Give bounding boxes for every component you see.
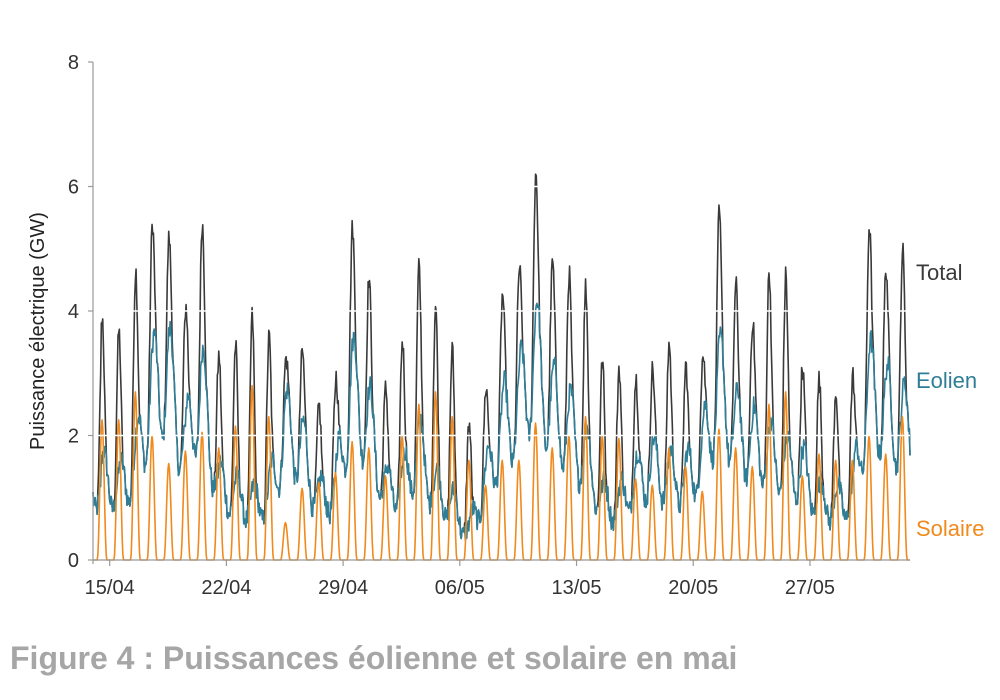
axis-layer [88, 61, 910, 566]
series-layer [92, 173, 911, 561]
x-tick-label: 29/04 [318, 577, 368, 599]
y-tick-label: 4 [68, 301, 79, 323]
y-tick-label: 0 [68, 550, 79, 572]
x-tick-label: 20/05 [668, 577, 718, 599]
y-axis-title: Puissance électrique (GW) [27, 212, 49, 450]
y-tick-label: 8 [68, 52, 79, 74]
x-tick-label: 06/05 [435, 577, 485, 599]
series-label-solaire: Solaire [916, 516, 984, 541]
series-label-total: Total [916, 260, 962, 285]
x-tick-label: 15/04 [85, 577, 135, 599]
series-line-eolien [92, 302, 911, 542]
x-tick-label: 27/05 [785, 577, 835, 599]
figure-caption: Figure 4 : Puissances éolienne et solair… [10, 640, 738, 676]
y-tick-label: 2 [68, 426, 79, 448]
y-tick-label: 6 [68, 177, 79, 199]
x-tick-label: 22/04 [201, 577, 251, 599]
label-layer: 0 2 4 6 8 15/04 22/04 29/04 06/05 13/05 20/05 27/05… [27, 52, 984, 599]
grid-layer [93, 61, 910, 437]
x-tick-label: 13/05 [551, 577, 601, 599]
series-label-eolien: Eolien [916, 368, 977, 393]
line-chart: 0 2 4 6 8 15/04 22/04 29/04 06/05 13/05 20/05 27/05… [27, 52, 984, 599]
